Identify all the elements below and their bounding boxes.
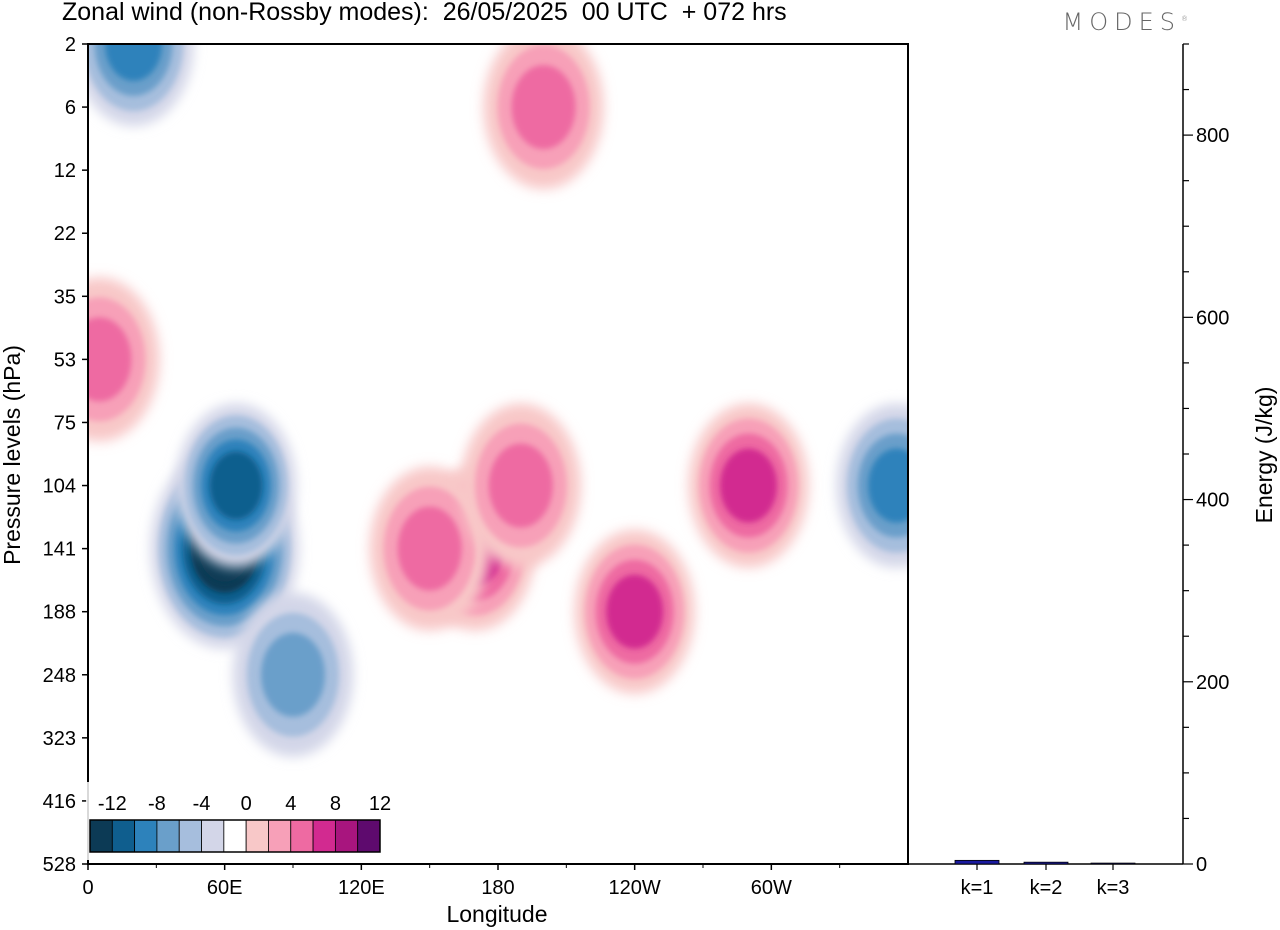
wind-contour	[88, 317, 132, 402]
energy-bar	[1023, 861, 1069, 865]
wind-feature	[88, 277, 160, 442]
chart-title: Zonal wind (non-Rossby modes): 26/05/202…	[62, 0, 787, 26]
energy-category-label: k=3	[1097, 877, 1130, 899]
colorbar-label: -12	[98, 793, 127, 815]
y-tick-label: 104	[43, 476, 76, 498]
x-tick-label: 0	[82, 877, 93, 899]
y-axis-title: Pressure levels (hPa)	[0, 345, 25, 565]
y-tick-label: 528	[43, 854, 76, 876]
y-tick-label: 6	[65, 97, 76, 119]
y-tick-label: 53	[54, 349, 76, 371]
wind-contour	[209, 451, 263, 520]
energy-tick-label: 200	[1196, 672, 1229, 694]
y-tick-label: 188	[43, 602, 76, 624]
wind-feature	[369, 466, 490, 631]
energy-tick-label: 400	[1196, 490, 1229, 512]
colorbar-swatch	[290, 819, 314, 853]
wind-contour	[397, 506, 462, 591]
wind-contour	[606, 574, 664, 649]
y-tick-label: 323	[43, 728, 76, 750]
wind-feature	[483, 44, 604, 190]
wind-feature	[88, 44, 194, 126]
y-tick-label: 12	[54, 160, 76, 182]
heatmap-field	[88, 44, 908, 864]
y-tick-label: 141	[43, 539, 76, 561]
colorbar-label: -8	[148, 793, 166, 815]
colorbar-frame	[89, 819, 381, 853]
energy-category-label: k=1	[961, 877, 994, 899]
wind-contour	[868, 448, 908, 523]
wind-contour	[720, 448, 778, 523]
wind-contour	[105, 44, 163, 81]
y-tick-label: 75	[54, 412, 76, 434]
y-tick-label: 416	[43, 791, 76, 813]
energy-axis-title: Energy (J/kg)	[1251, 387, 1277, 524]
colorbar-swatch	[312, 819, 336, 853]
energy-bar	[954, 859, 1000, 865]
wind-feature	[574, 529, 695, 694]
colorbar-swatch	[357, 819, 381, 853]
colorbar-swatch	[134, 819, 158, 853]
wind-feature	[836, 403, 908, 568]
y-tick-label: 248	[43, 665, 76, 687]
colorbar-label: -4	[193, 793, 211, 815]
y-tick-label: 22	[54, 223, 76, 245]
wind-contour	[261, 632, 325, 717]
x-tick-label: 60E	[207, 877, 243, 899]
modes-logo: MODES®	[1063, 8, 1188, 36]
wind-feature	[233, 592, 353, 757]
energy-tick-label: 600	[1196, 307, 1229, 329]
colorbar-swatch	[334, 819, 359, 853]
colorbar: -12 -8 -4 0 4 8 12	[86, 782, 391, 860]
energy-panel: 0 200 400 600 800 Energy (J/kg) k=1 k=2 k=3	[907, 43, 1277, 899]
wind-contour	[511, 65, 576, 150]
colorbar-swatch	[201, 819, 225, 853]
colorbar-label: 8	[330, 793, 341, 815]
x-tick-label: 120W	[609, 877, 661, 899]
colorbar-label: 4	[285, 793, 296, 815]
wind-feature	[176, 403, 297, 568]
logo-text: MODES	[1062, 8, 1181, 36]
colorbar-swatch	[111, 819, 136, 853]
colorbar-swatch	[223, 819, 247, 853]
energy-category-label: k=2	[1030, 877, 1063, 899]
colorbar-swatch	[268, 819, 292, 853]
wind-feature	[460, 403, 581, 568]
wind-contour	[488, 443, 553, 528]
x-axis-title: Longitude	[446, 901, 547, 927]
energy-tick-label: 800	[1196, 125, 1229, 147]
x-tick-label: 120E	[338, 877, 385, 899]
colorbar-label: 0	[241, 793, 252, 815]
x-tick-label: 60W	[751, 877, 792, 899]
colorbar-swatch	[178, 819, 202, 853]
colorbar-label: 12	[369, 793, 391, 815]
colorbar-swatch	[89, 819, 113, 853]
energy-tick-label: 0	[1196, 854, 1207, 876]
x-tick-label: 180	[481, 877, 514, 899]
wind-feature	[688, 403, 809, 568]
logo-mark: ®	[1181, 15, 1188, 23]
colorbar-swatch	[156, 819, 180, 853]
y-tick-label: 35	[54, 286, 76, 308]
y-tick-label: 2	[65, 34, 76, 56]
energy-bar	[1090, 862, 1136, 865]
colorbar-swatch	[245, 819, 269, 853]
